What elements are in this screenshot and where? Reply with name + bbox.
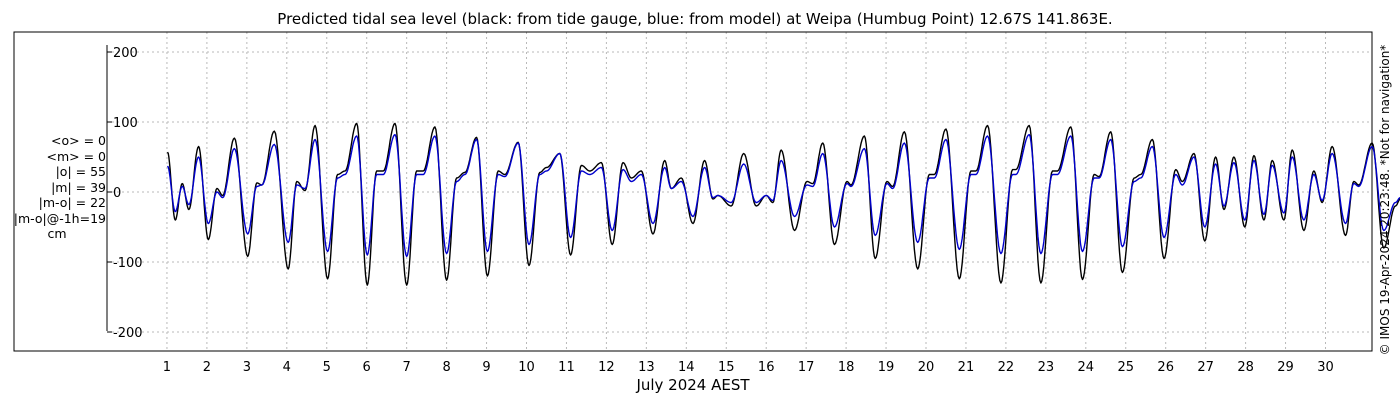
x-axis-label: July 2024 AEST xyxy=(636,376,750,394)
y-ticks: 200 100 0 -100 -200 xyxy=(107,46,143,341)
chart-title: Predicted tidal sea level (black: from t… xyxy=(277,10,1113,28)
y-tick-label: 200 xyxy=(113,46,138,61)
x-tick-label: 20 xyxy=(918,360,935,375)
x-tick-label: 1 xyxy=(163,360,171,375)
y-tick-label: -100 xyxy=(113,256,143,271)
model-series-line xyxy=(166,133,1400,258)
series-layer xyxy=(166,122,1400,286)
x-tick-label: 13 xyxy=(638,360,655,375)
stat-abs-observed: |o| = 55 xyxy=(55,164,106,179)
x-tick-label: 18 xyxy=(838,360,855,375)
stat-abs-difference-lagged: |m-o|@-1h=19 xyxy=(13,210,106,226)
x-ticks: 1 2 3 4 5 6 7 8 9 10 11 12 13 14 15 16 17 18 19 20 21 22 23 24 2… xyxy=(163,360,1334,375)
stat-abs-difference: |m-o| = 22 xyxy=(38,195,106,210)
stat-unit: cm xyxy=(47,226,67,241)
y-tick-label: -200 xyxy=(113,326,143,341)
x-tick-label: 3 xyxy=(243,360,251,375)
x-tick-label: 23 xyxy=(1038,360,1055,375)
x-tick-label: 12 xyxy=(598,360,615,375)
x-tick-label: 16 xyxy=(758,360,775,375)
x-tick-label: 7 xyxy=(403,360,411,375)
x-tick-label: 14 xyxy=(678,360,695,375)
x-tick-label: 11 xyxy=(558,360,575,375)
stat-mean-observed: <o> = 0 xyxy=(51,133,106,148)
grid-layer xyxy=(112,32,1372,351)
plot-frame xyxy=(13,31,1373,352)
x-tick-label: 6 xyxy=(363,360,371,375)
x-tick-label: 28 xyxy=(1237,360,1254,375)
x-tick-label: 26 xyxy=(1157,360,1174,375)
x-tick-label: 17 xyxy=(798,360,815,375)
x-tick-label: 10 xyxy=(518,360,535,375)
y-tick-label: 100 xyxy=(113,116,138,131)
x-tick-label: 4 xyxy=(283,360,291,375)
x-tick-label: 25 xyxy=(1117,360,1134,375)
x-tick-label: 9 xyxy=(482,360,490,375)
x-tick-label: 15 xyxy=(718,360,735,375)
x-tick-label: 27 xyxy=(1197,360,1214,375)
x-tick-label: 21 xyxy=(958,360,975,375)
y-tick-label: 0 xyxy=(113,186,121,201)
x-tick-label: 19 xyxy=(878,360,895,375)
stats-panel: <o> = 0 <m> = 0 |o| = 55 |m| = 39 |m-o| … xyxy=(8,133,106,242)
x-tick-label: 8 xyxy=(442,360,450,375)
x-tick-label: 5 xyxy=(323,360,331,375)
stat-abs-model: |m| = 39 xyxy=(51,179,106,195)
copyright-note: © IMOS 19-Apr-2024 20:23:48. *Not for na… xyxy=(1378,44,1392,356)
x-tick-label: 2 xyxy=(203,360,211,375)
x-tick-label: 22 xyxy=(998,360,1015,375)
x-tick-label: 29 xyxy=(1277,360,1294,375)
x-tick-label: 24 xyxy=(1078,360,1095,375)
stat-mean-model: <m> = 0 xyxy=(46,148,107,164)
x-tick-label: 30 xyxy=(1317,360,1334,375)
